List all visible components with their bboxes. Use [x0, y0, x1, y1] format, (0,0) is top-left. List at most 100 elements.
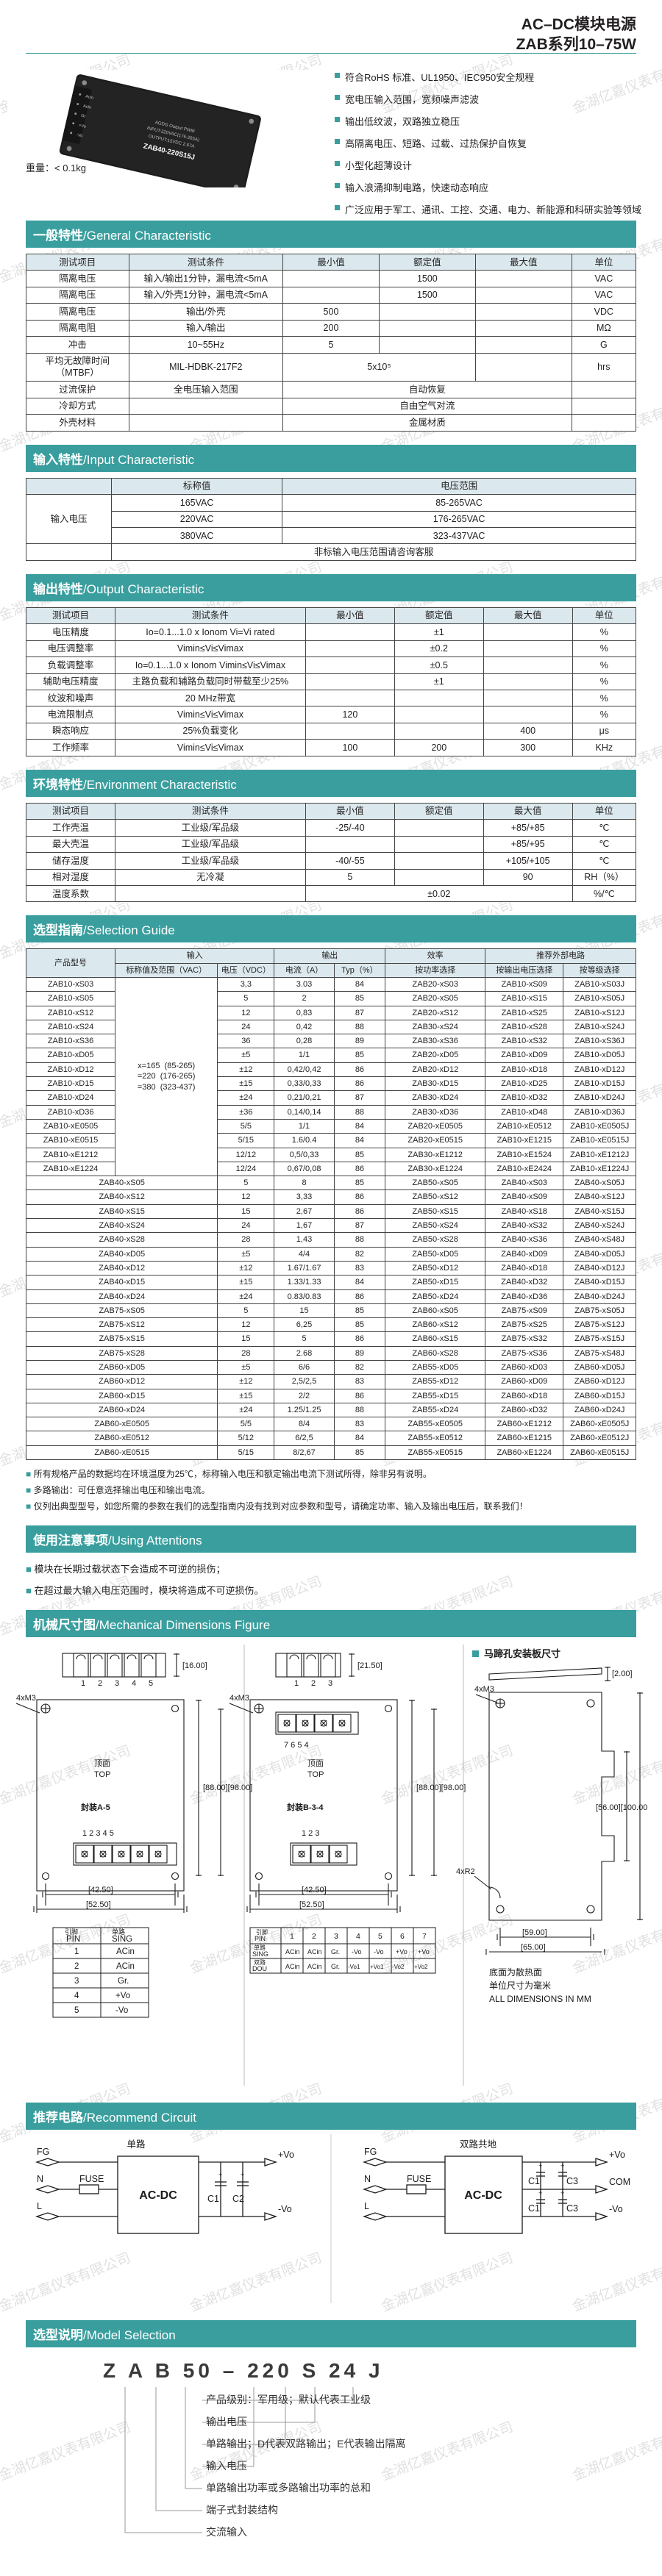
- svg-text:AC-DC: AC-DC: [139, 2189, 177, 2202]
- svg-text:Z A B 50 – 220 S 24 J: Z A B 50 – 220 S 24 J: [103, 2359, 384, 2382]
- svg-text:4xM3: 4xM3: [474, 1685, 494, 1694]
- svg-text:PIN: PIN: [255, 1935, 266, 1942]
- svg-text:2: 2: [311, 1679, 316, 1688]
- svg-text:[88.00][98.00]: [88.00][98.00]: [203, 1783, 252, 1792]
- svg-text:1: 1: [294, 1679, 299, 1688]
- svg-text:FUSE: FUSE: [407, 2174, 431, 2184]
- svg-text:2: 2: [98, 1679, 102, 1688]
- svg-text:-Vo2: -Vo2: [392, 1964, 405, 1970]
- svg-text:封装B-3-4: 封装B-3-4: [287, 1802, 324, 1812]
- svg-text:6: 6: [400, 1932, 405, 1941]
- svg-text:产品级别：军用级；默认代表工业级: 产品级别：军用级；默认代表工业级: [206, 2394, 371, 2406]
- svg-text:N: N: [364, 2174, 371, 2184]
- svg-text:+: +: [538, 2189, 542, 2197]
- svg-text:+Vo2: +Vo2: [414, 1964, 428, 1970]
- svg-text:单位尺寸为毫米: 单位尺寸为毫米: [489, 1980, 551, 1991]
- svg-text:ACin: ACin: [307, 1948, 322, 1956]
- svg-text:4: 4: [74, 1992, 79, 2000]
- svg-text:+: +: [560, 2162, 564, 2169]
- svg-text:ALL DIMENSIONS IN MM: ALL DIMENSIONS IN MM: [489, 1994, 591, 2004]
- svg-text:TOP: TOP: [94, 1770, 110, 1779]
- svg-text:SING: SING: [112, 1935, 132, 1944]
- svg-text:[21.50]: [21.50]: [357, 1661, 382, 1670]
- svg-text:TOP: TOP: [307, 1770, 324, 1779]
- svg-text:L: L: [364, 2201, 369, 2211]
- svg-text:AC-DC: AC-DC: [464, 2189, 502, 2202]
- svg-text:COM: COM: [609, 2177, 630, 2187]
- svg-text:4xM3: 4xM3: [16, 1694, 36, 1703]
- svg-text:1: 1: [81, 1679, 85, 1688]
- svg-text:4xR2: 4xR2: [456, 1867, 475, 1876]
- svg-text:-Vo1: -Vo1: [348, 1964, 360, 1970]
- svg-text:输出电压: 输出电压: [206, 2416, 247, 2427]
- svg-text:+: +: [538, 2162, 542, 2169]
- svg-text:+: +: [241, 2171, 244, 2178]
- svg-text:Gr.: Gr.: [331, 1963, 340, 1970]
- svg-text:+Vo: +Vo: [396, 1948, 407, 1956]
- svg-text:ACin: ACin: [307, 1963, 322, 1970]
- svg-text:+Vo: +Vo: [278, 2150, 294, 2160]
- svg-text:+Vo: +Vo: [418, 1948, 430, 1956]
- svg-text:3: 3: [74, 1977, 79, 1986]
- svg-text:3: 3: [334, 1932, 338, 1941]
- svg-text:-Vo: -Vo: [115, 2006, 128, 2015]
- svg-text:1 2 3: 1 2 3: [302, 1829, 319, 1838]
- svg-text:3: 3: [328, 1679, 332, 1688]
- svg-text:交流输入: 交流输入: [206, 2526, 247, 2538]
- svg-text:Gr.: Gr.: [331, 1948, 340, 1956]
- svg-text:单路: 单路: [127, 2139, 146, 2150]
- svg-text:FUSE: FUSE: [79, 2174, 104, 2184]
- svg-text:FG: FG: [364, 2147, 377, 2157]
- svg-text:ACin: ACin: [116, 1947, 135, 1956]
- svg-text:[65.00]: [65.00]: [521, 1943, 546, 1952]
- svg-text:2: 2: [74, 1962, 79, 1971]
- svg-text:L: L: [37, 2201, 42, 2211]
- svg-text:ACin: ACin: [285, 1963, 300, 1970]
- svg-text:SING: SING: [252, 1950, 268, 1958]
- svg-text:4: 4: [356, 1932, 360, 1941]
- svg-text:[88.00][98.00]: [88.00][98.00]: [416, 1783, 466, 1792]
- svg-text:+Vo1: +Vo1: [370, 1964, 384, 1970]
- svg-text:C1: C1: [528, 2203, 540, 2214]
- svg-text:C2: C2: [232, 2194, 244, 2204]
- svg-text:1 2 3 4 5: 1 2 3 4 5: [82, 1829, 114, 1838]
- svg-text:FG: FG: [37, 2147, 49, 2157]
- svg-text:顶面: 顶面: [307, 1759, 324, 1768]
- svg-text:C1: C1: [528, 2176, 540, 2186]
- svg-text:N: N: [37, 2174, 43, 2184]
- svg-text:输入电压: 输入电压: [206, 2460, 247, 2472]
- svg-text:[59.00]: [59.00]: [522, 1928, 547, 1937]
- svg-text:-Vo: -Vo: [278, 2204, 292, 2214]
- svg-text:+Vo: +Vo: [609, 2150, 625, 2160]
- svg-text:2: 2: [312, 1932, 316, 1941]
- svg-text:Gr.: Gr.: [118, 1977, 129, 1986]
- svg-text:ACin: ACin: [116, 1962, 135, 1971]
- svg-text:单路输出；D代表双路输出；E代表输出隔离: 单路输出；D代表双路输出；E代表输出隔离: [206, 2438, 405, 2450]
- svg-text:3: 3: [115, 1679, 119, 1688]
- svg-text:ACin: ACin: [285, 1948, 300, 1956]
- svg-text:+: +: [218, 2171, 222, 2178]
- svg-text:马蹄孔安装板尺寸: 马蹄孔安装板尺寸: [484, 1648, 560, 1659]
- svg-text:PIN: PIN: [66, 1935, 80, 1944]
- svg-text:[16.00]: [16.00]: [182, 1661, 207, 1670]
- svg-text:C3: C3: [566, 2203, 578, 2214]
- svg-text:[2.00]: [2.00]: [612, 1670, 633, 1678]
- svg-text:封装A-5: 封装A-5: [81, 1802, 110, 1812]
- svg-text:+: +: [560, 2189, 564, 2197]
- svg-text:端子式封装结构: 端子式封装结构: [206, 2504, 278, 2516]
- svg-text:C1: C1: [207, 2194, 219, 2204]
- svg-text:单路输出功率或多路输出功率的总和: 单路输出功率或多路输出功率的总和: [206, 2482, 371, 2494]
- svg-text:双路共地: 双路共地: [460, 2139, 497, 2150]
- svg-text:1: 1: [290, 1932, 294, 1941]
- svg-text:5: 5: [378, 1932, 382, 1941]
- svg-text:C3: C3: [566, 2176, 578, 2186]
- svg-text:7 6 5 4: 7 6 5 4: [284, 1741, 309, 1750]
- svg-text:-Vo: -Vo: [352, 1948, 362, 1956]
- svg-text:[52.50]: [52.50]: [299, 1900, 324, 1909]
- svg-text:[42.50]: [42.50]: [88, 1886, 113, 1895]
- svg-text:4xM3: 4xM3: [229, 1694, 249, 1703]
- svg-text:1: 1: [74, 1947, 79, 1956]
- svg-text:4: 4: [132, 1679, 136, 1688]
- svg-text:-Vo: -Vo: [374, 1948, 384, 1956]
- svg-text:5: 5: [74, 2006, 79, 2015]
